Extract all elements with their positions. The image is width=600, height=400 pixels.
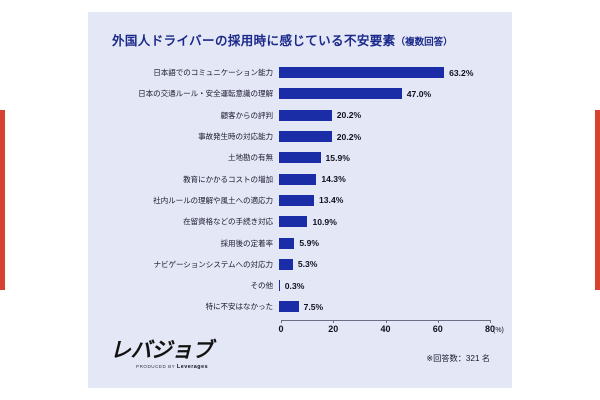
logo-produced-by-prefix: PRODUCED BY: [136, 364, 176, 369]
x-axis-tick: [333, 320, 335, 323]
x-axis-tick-label: 80: [484, 324, 496, 334]
bar-track: 20.2%: [279, 126, 512, 147]
bar-row: ナビゲーションシステムへの対応力 5.3%: [88, 254, 512, 275]
x-axis-tick-label: 0: [278, 324, 284, 334]
bar-value-label: 47.0%: [406, 88, 432, 99]
bar-chart-plot: 日本語でのコミュニケーション能力 63.2% 日本の交通ルール・安全運転意識の理解 4…: [88, 62, 512, 320]
x-axis-tick: [437, 320, 439, 323]
bar-value-label: 10.9%: [312, 216, 337, 227]
bar-row: 事故発生時の対応能力 20.2%: [88, 126, 512, 147]
x-axis-unit-label: (%): [493, 327, 504, 334]
logo-mark-text: レバジョブ: [110, 339, 213, 362]
bar-row: 土地勘の有無 15.9%: [88, 147, 512, 168]
bar-row: 教育にかかるコストの増加 14.3%: [88, 168, 512, 189]
bar-track: 47.0%: [279, 83, 512, 104]
logo-brand-name: Leverages: [176, 364, 209, 370]
bar-value-label: 20.2%: [336, 131, 362, 142]
bar-value-label: 13.4%: [319, 195, 344, 206]
bar-value-label: 15.9%: [325, 152, 350, 163]
bar: [279, 152, 321, 164]
x-axis-tick-label: 40: [380, 324, 391, 334]
bar: [279, 258, 293, 270]
x-axis-tick-label: 20: [328, 324, 339, 334]
bar-category-label: 事故発生時の対応能力: [198, 132, 273, 142]
respondents-footnote: ※回答数：321 名: [426, 354, 490, 363]
bar-row: 採用後の定着率 5.9%: [88, 232, 512, 253]
bar-track: 20.2%: [279, 105, 512, 126]
bar-value-label: 63.2%: [449, 67, 474, 78]
chart-title-main: 外国人ドライバーの採用時に感じている不安要素: [112, 34, 396, 48]
bar-track: 13.4%: [279, 190, 512, 211]
chart-panel: 外国人ドライバーの採用時に感じている不安要素（複数回答） 日本語でのコミュニケー…: [88, 12, 512, 388]
bar-category-label: 採用後の定着率: [220, 238, 274, 248]
bar-category-label: 土地勘の有無: [228, 153, 273, 163]
bar-category-label: 顧客からの評判: [220, 110, 274, 120]
bar: [279, 216, 308, 228]
bar-row: 顧客からの評判 20.2%: [88, 105, 512, 126]
bar-row: 日本語でのコミュニケーション能力 63.2%: [88, 62, 512, 83]
bar: [279, 88, 402, 100]
bar-track: 10.9%: [279, 211, 512, 232]
bar-category-label: 日本語でのコミュニケーション能力: [153, 68, 273, 78]
bar-category-label: 教育にかかるコストの増加: [183, 174, 273, 184]
bar-row: 社内ルールの理解や風土への適応力 13.4%: [88, 190, 512, 211]
bar-category-label: ナビゲーションシステムへの対応力: [153, 259, 273, 269]
bar: [279, 237, 295, 249]
bar: [279, 67, 445, 79]
bar: [279, 173, 317, 185]
x-axis-tick: [490, 320, 491, 323]
bar-value-label: 14.3%: [321, 174, 346, 185]
chart-title: 外国人ドライバーの採用時に感じている不安要素（複数回答）: [112, 30, 453, 49]
bar-track: 15.9%: [279, 147, 512, 168]
bar-row: その他 0.3%: [88, 275, 512, 296]
bar-category-label: 社内ルールの理解や風土への適応力: [153, 195, 273, 205]
bar: [279, 280, 280, 292]
bar-category-label: 日本の交通ルール・安全運転意識の理解: [138, 89, 273, 99]
bar-row: 在留資格などの手続き対応 10.9%: [88, 211, 512, 232]
bar: [279, 301, 299, 313]
bar-track: 63.2%: [279, 62, 512, 83]
x-axis-tick: [281, 320, 282, 323]
bar-track: 5.3%: [279, 254, 512, 275]
bar-category-label: その他: [250, 281, 274, 291]
bar-category-label: 在留資格などの手続き対応: [183, 217, 273, 227]
bar-track: 14.3%: [279, 168, 512, 189]
chart-title-sub: （複数回答）: [395, 37, 453, 48]
bar: [279, 194, 314, 206]
bar: [279, 131, 332, 143]
bar-track: 5.9%: [279, 232, 512, 253]
logo-produced-by: PRODUCED BY Leverages: [136, 364, 230, 370]
brand-logo: レバジョブ PRODUCED BY Leverages: [110, 340, 230, 370]
bar-value-label: 5.3%: [297, 259, 318, 270]
bar-value-label: 0.3%: [284, 280, 305, 291]
bar-row: 特に不安はなかった 7.5%: [88, 296, 512, 317]
bar-track: 7.5%: [279, 296, 512, 317]
bar-track: 0.3%: [279, 275, 512, 296]
x-axis-tick-label: 60: [432, 324, 443, 334]
bar-value-label: 5.9%: [299, 238, 319, 249]
left-edge-accent: [0, 110, 5, 290]
bar-row: 日本の交通ルール・安全運転意識の理解 47.0%: [88, 83, 512, 104]
x-axis-tick: [385, 320, 387, 323]
bar-category-label: 特に不安はなかった: [205, 302, 274, 312]
bar: [279, 109, 332, 121]
right-edge-accent: [595, 110, 600, 290]
bar-value-label: 20.2%: [336, 110, 362, 121]
bar-value-label: 7.5%: [303, 301, 324, 312]
